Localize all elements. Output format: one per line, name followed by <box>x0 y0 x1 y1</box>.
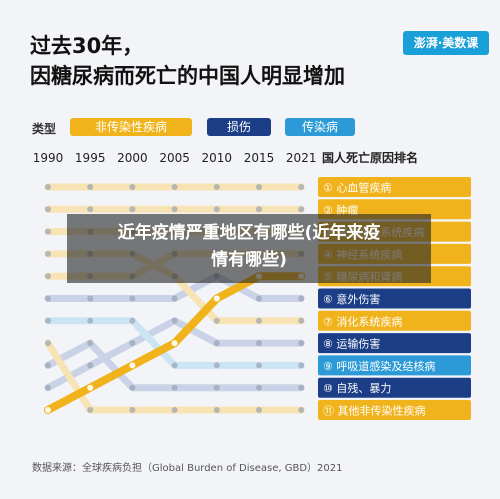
data-point <box>213 317 220 324</box>
data-point <box>298 340 305 347</box>
year-tick-label: 1995 <box>75 151 106 165</box>
year-tick-label: 2005 <box>159 151 190 165</box>
data-point <box>87 317 94 324</box>
overlay-line-2: 情有哪些) <box>211 250 287 270</box>
data-point <box>87 384 94 391</box>
data-point <box>213 362 220 369</box>
series-line <box>44 339 305 414</box>
data-point <box>256 184 262 190</box>
data-point <box>87 184 94 190</box>
data-point <box>298 362 305 369</box>
data-point <box>45 384 51 391</box>
year-tick-label: 2015 <box>244 151 275 165</box>
chart-title: 国人死亡原因排名 <box>322 150 418 165</box>
data-point <box>213 407 220 413</box>
legend-item-injury: 损伤 <box>207 118 271 136</box>
year-tick-label: 2010 <box>202 151 233 165</box>
legend-item-communicable: 传染病 <box>285 118 355 136</box>
rank-pill <box>318 400 471 420</box>
data-point <box>129 206 136 213</box>
legend-item-noncommunicable: 非传染性疾病 <box>70 118 192 136</box>
data-point <box>45 184 51 190</box>
data-point <box>129 317 136 324</box>
rank-label: ⑨ 呼吸道感染及结核病 <box>323 359 435 373</box>
data-point <box>45 340 51 347</box>
brand-logo: 澎湃·美数课 <box>403 31 489 55</box>
data-point <box>256 362 262 369</box>
rank-pill <box>318 310 471 331</box>
rank-pill <box>318 288 471 309</box>
data-point <box>129 362 136 369</box>
data-point <box>45 295 51 302</box>
data-point <box>256 206 262 213</box>
data-point <box>298 295 305 302</box>
year-tick-label: 2000 <box>117 151 148 165</box>
data-point <box>129 407 136 413</box>
title-line-2: 因糖尿病而死亡的中国人明显增加 <box>30 64 345 88</box>
data-point <box>45 407 51 413</box>
rank-label: ⑦ 消化系统疾病 <box>323 314 402 328</box>
overlay-line-1: 近年疫情严重地区有哪些(近年来疫 <box>117 223 381 243</box>
data-point <box>129 340 136 347</box>
data-point <box>256 407 262 413</box>
data-point <box>256 295 262 302</box>
legend-label: 类型 <box>32 122 57 136</box>
data-point <box>129 295 136 302</box>
rank-label: ⑪ 其他非传染性疾病 <box>323 404 426 418</box>
data-point <box>45 206 51 213</box>
data-point <box>45 250 51 257</box>
data-point <box>129 384 136 391</box>
rank-pill <box>318 377 471 398</box>
rank-label: ⑩ 自残、暴力 <box>323 381 391 395</box>
data-point <box>171 206 178 213</box>
data-point <box>87 407 94 413</box>
rank-pill <box>318 177 471 197</box>
data-point <box>298 384 305 391</box>
headline-overlay: 近年疫情严重地区有哪些(近年来疫 情有哪些) <box>67 214 431 283</box>
data-point <box>87 295 94 302</box>
data-point <box>171 317 178 324</box>
data-point <box>256 384 262 391</box>
data-point <box>171 384 178 391</box>
data-point <box>213 295 220 302</box>
rank-pill <box>318 355 471 376</box>
data-point <box>298 407 305 413</box>
rank-label: ① 心血管疾病 <box>323 181 391 195</box>
data-point <box>87 206 94 213</box>
data-point <box>171 184 178 190</box>
data-point <box>45 228 51 235</box>
data-point <box>298 184 305 190</box>
year-tick-label: 2021 <box>286 151 317 165</box>
overlay-text: 近年疫情严重地区有哪些(近年来疫 情有哪些) <box>67 220 431 274</box>
data-point <box>171 362 178 369</box>
data-point <box>87 340 94 347</box>
data-point <box>213 206 220 213</box>
data-point <box>171 340 178 347</box>
data-point <box>298 317 305 324</box>
rank-label: ⑥ 意外伤害 <box>323 292 380 306</box>
title-line-1: 过去30年， <box>30 34 144 58</box>
data-point <box>213 184 220 190</box>
rank-label: ② 肿瘤 <box>323 203 358 217</box>
series-line <box>44 317 305 392</box>
data-point <box>256 317 262 324</box>
data-point <box>298 206 305 213</box>
data-point <box>213 384 220 391</box>
rank-pill <box>318 333 471 354</box>
data-point <box>45 362 51 369</box>
year-tick-label: 1990 <box>33 151 64 165</box>
data-point <box>171 407 178 413</box>
data-point <box>45 317 51 324</box>
data-point <box>87 362 94 369</box>
data-source-note: 数据来源：全球疾病负担（Global Burden of Disease, GB… <box>32 463 343 474</box>
data-point <box>213 340 220 347</box>
rank-label: ⑧ 运输伤害 <box>323 337 380 351</box>
data-point <box>171 295 178 302</box>
data-point <box>256 340 262 347</box>
data-point <box>45 273 51 280</box>
data-point <box>129 184 136 190</box>
